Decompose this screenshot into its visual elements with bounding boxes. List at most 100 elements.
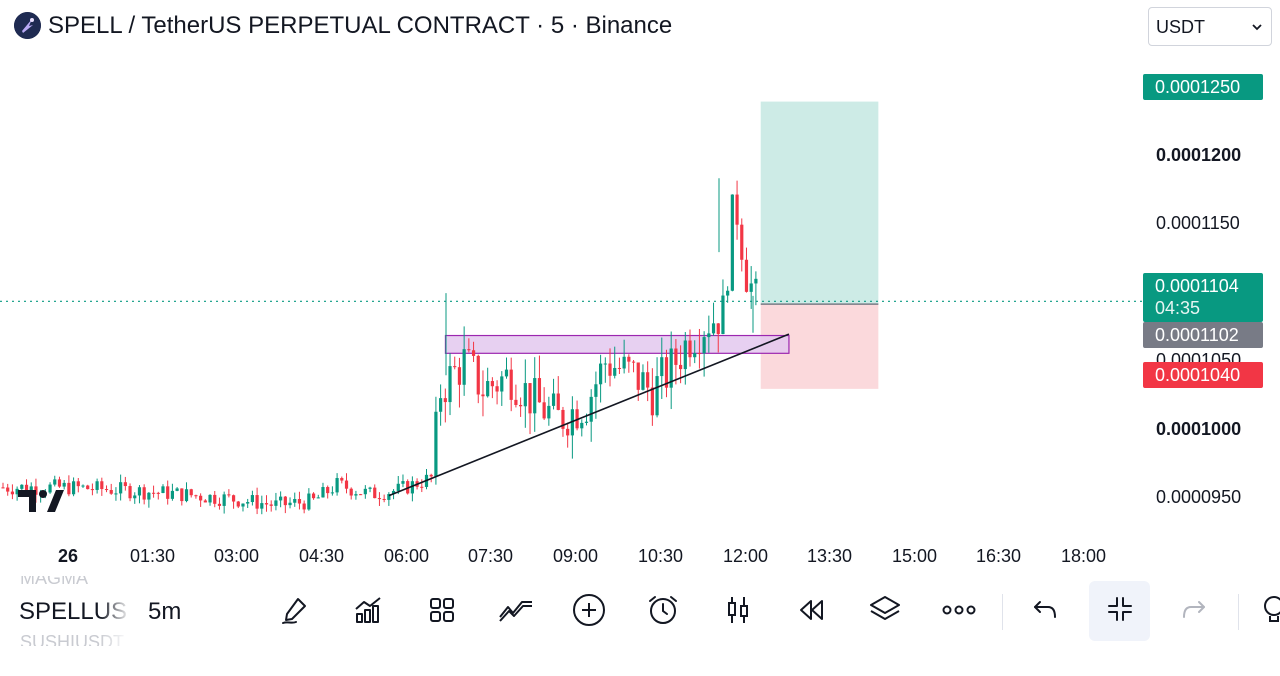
candlestick-chart[interactable]: [0, 54, 1280, 576]
candle-body: [156, 492, 160, 494]
candle-body: [189, 489, 193, 496]
time-axis-label: 10:30: [638, 546, 684, 566]
collapse-button[interactable]: [1089, 581, 1150, 641]
candles-icon: [723, 594, 753, 631]
grid-icon: [427, 595, 457, 630]
add-button[interactable]: [571, 593, 607, 632]
time-axis-label: 12:00: [723, 546, 769, 566]
candle-body: [86, 485, 90, 490]
candle-body: [297, 499, 302, 504]
time-axis-label: 07:30: [468, 546, 514, 566]
candle-body: [316, 497, 320, 499]
chart-pane[interactable]: 0.0001250 0.0001200 0.0001150 0.0001050 …: [0, 54, 1280, 576]
alarm-clock-icon: [646, 593, 680, 632]
candle-body: [222, 494, 226, 506]
candle-body: [151, 492, 156, 494]
candle-body: [471, 350, 476, 356]
currency-select[interactable]: USDT: [1148, 7, 1272, 46]
more-button[interactable]: [941, 594, 977, 630]
candle-body: [264, 503, 269, 505]
candle-body: [71, 481, 76, 495]
candle-body: [354, 494, 358, 496]
candle-body: [363, 488, 367, 495]
redo-icon: [1180, 597, 1208, 628]
candle-body: [29, 486, 33, 492]
entry-price-tag: 0.0001102: [1143, 322, 1263, 348]
candle-body: [434, 411, 438, 477]
candle-body: [330, 492, 334, 494]
candle-body: [255, 495, 259, 509]
candle-body: [401, 481, 405, 484]
candle-body: [641, 372, 645, 390]
candle-body: [302, 503, 306, 510]
candle-body: [702, 337, 706, 354]
candle-body: [161, 486, 165, 494]
candle-body: [95, 481, 99, 490]
lightbulb-button[interactable]: [1256, 594, 1280, 630]
time-axis-label: 16:30: [976, 546, 1022, 566]
object-tree-button[interactable]: [867, 594, 903, 630]
candle-body: [735, 194, 739, 225]
current-price-tag: 0.0001104 04:35: [1143, 273, 1263, 322]
price-axis-label: 0.0000950: [1156, 487, 1242, 507]
chart-type-button[interactable]: [720, 594, 756, 630]
candle-body: [528, 383, 532, 414]
candle-body: [448, 366, 452, 403]
candle-body: [123, 482, 127, 487]
time-axis-label: 18:00: [1061, 546, 1107, 566]
candle-body: [250, 495, 254, 503]
price-axis-label: 0.0001200: [1156, 145, 1242, 165]
candle-body: [547, 405, 551, 419]
candle-body: [62, 482, 66, 487]
candle-body: [20, 484, 24, 489]
candle-body: [203, 500, 207, 503]
candle-body: [429, 474, 433, 477]
candle-body: [217, 503, 222, 506]
page-footer-space: [0, 646, 1280, 676]
indicators-chart-icon: [352, 594, 384, 631]
candle-body: [617, 367, 622, 369]
candle-body: [749, 283, 753, 292]
price-axis-label: 0.0001150: [1156, 213, 1240, 233]
watchlist-prev-symbol: MAGMA: [20, 576, 89, 588]
candle-body: [373, 487, 377, 499]
candle-body: [184, 489, 189, 502]
toolbar-divider: [1238, 594, 1239, 630]
interval-button[interactable]: 5m: [148, 598, 182, 625]
candle-body: [519, 404, 523, 407]
candle-body: [100, 481, 104, 490]
candle-body: [443, 398, 447, 403]
layouts-button[interactable]: [424, 594, 460, 630]
candle-body: [467, 349, 471, 351]
candle-body: [726, 290, 730, 296]
bar-countdown: 04:35: [1155, 298, 1201, 318]
candle-body: [622, 356, 626, 369]
candle-body: [711, 323, 716, 334]
candle-body: [514, 399, 518, 405]
indicators-button[interactable]: [350, 594, 386, 630]
price-axis-label: 0.0001000: [1156, 419, 1242, 439]
candle-body: [476, 355, 480, 395]
plus-circle-icon: [572, 593, 606, 632]
candle-body: [109, 490, 113, 494]
stop-price-tag: 0.0001040: [1143, 362, 1263, 388]
candle-body: [142, 487, 146, 500]
candle-body: [603, 363, 607, 365]
alerts-button[interactable]: [645, 594, 681, 630]
candle-body: [288, 502, 292, 506]
candle-body: [321, 487, 325, 498]
candle-body: [679, 364, 683, 370]
watchlist-next-symbol: SUSHIUSDT: [20, 632, 125, 646]
resistance-zone: [444, 334, 790, 354]
candle-body: [504, 369, 509, 377]
replay-button[interactable]: [793, 594, 829, 630]
candle-body: [344, 480, 349, 489]
candle-body: [495, 386, 499, 392]
strategies-button[interactable]: [498, 594, 534, 630]
drawing-tools-button[interactable]: [277, 594, 313, 630]
chevron-down-icon: [1251, 20, 1263, 38]
redo-button[interactable]: [1176, 594, 1212, 630]
candle-body: [349, 488, 353, 496]
undo-button[interactable]: [1027, 594, 1063, 630]
bottom-toolbar: MAGMA SPELLUSDT SUSHIUSDT 5m: [0, 576, 1280, 646]
